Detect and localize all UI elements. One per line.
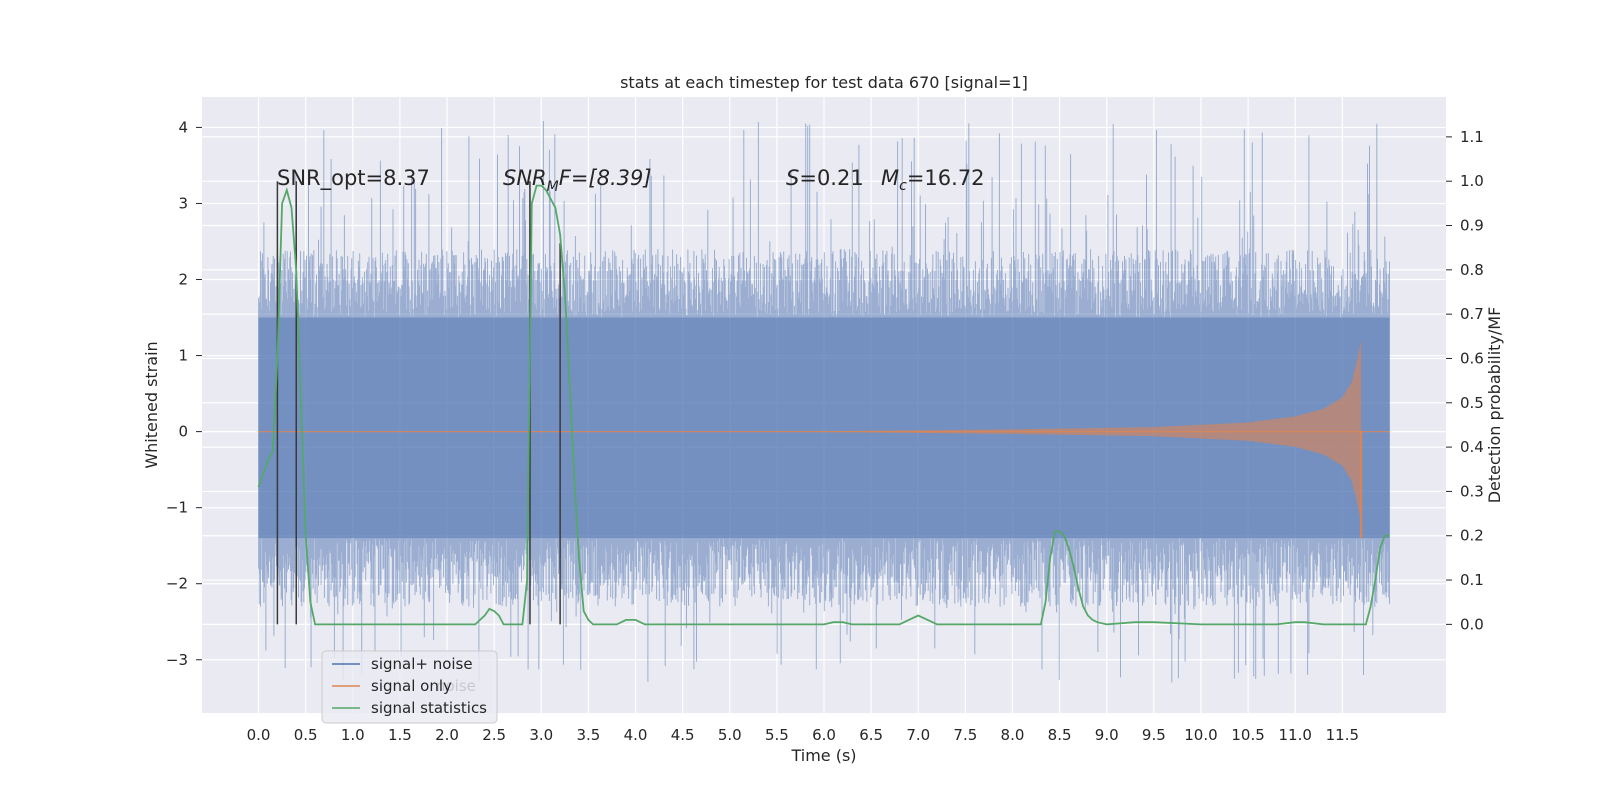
y-tick-label: −3 (166, 651, 188, 669)
y-right-tick-label: 0.5 (1460, 394, 1484, 412)
y-right-tick-label: 0.3 (1460, 482, 1484, 500)
y-right-tick-label: 0.8 (1460, 261, 1484, 279)
legend-label-signal-statistics: signal statistics (371, 699, 487, 717)
y-right-tick-label: 0.0 (1460, 615, 1484, 633)
legend-box (321, 650, 498, 724)
x-tick-label: 5.5 (765, 726, 789, 744)
y-tick-label: −2 (166, 575, 188, 593)
x-tick-label: 0.0 (247, 726, 271, 744)
snr-mf-base: SNR (503, 166, 547, 190)
annotation-snr-mf: SNRMF=[8.39] (503, 166, 652, 195)
y-axis-ticks-right: 0.0 0.1 0.2 0.3 0.4 0.5 0.6 0.7 0.8 0.9 1.0 1.1 (1446, 128, 1484, 633)
vertical-markers (276, 181, 561, 625)
y-right-tick-label: 0.9 (1460, 217, 1484, 235)
y-right-tick-label: 0.4 (1460, 438, 1484, 456)
x-tick-label: 4.0 (624, 726, 648, 744)
y-right-tick-label: 1.0 (1460, 172, 1484, 190)
mc-value: =16.72 (907, 166, 985, 190)
x-tick-label: 10.5 (1231, 726, 1264, 744)
y-right-tick-label: 0.7 (1460, 305, 1484, 323)
snr-mf-rest: F=[8.39] (559, 166, 652, 190)
signal-statistics-line (257, 184, 1390, 626)
signal-noise-line (258, 121, 1390, 683)
x-tick-label: 8.5 (1048, 726, 1072, 744)
s-symbol: S (786, 166, 799, 190)
y-axis-label-left: Whitened strain (142, 341, 161, 468)
y-tick-label: 4 (178, 118, 188, 136)
x-tick-label: 1.5 (388, 726, 412, 744)
x-tick-label: 6.5 (859, 726, 883, 744)
legend-label-signal-noise: signal+ noise (371, 655, 473, 673)
x-tick-label: 8.0 (1001, 726, 1025, 744)
x-tick-label: 5.0 (718, 726, 742, 744)
x-tick-label: 11.5 (1326, 726, 1359, 744)
y-right-tick-label: 0.6 (1460, 349, 1484, 367)
x-tick-label: 11.0 (1279, 726, 1312, 744)
legend-label-signal-only: signal only (371, 677, 452, 695)
y-right-tick-label: 0.2 (1460, 527, 1484, 545)
y-axis-ticks-left: −3 −2 −1 0 1 2 3 4 (166, 118, 202, 669)
x-tick-label: 1.0 (341, 726, 365, 744)
annotation-snr-opt: SNR_opt=8.37 (277, 166, 430, 191)
y-axis-label-right: Detection probability/MF (1485, 307, 1504, 504)
legend-ghost-text: noise (436, 677, 476, 695)
mc-sub: c (899, 178, 907, 194)
mc-symbol: M (881, 166, 899, 190)
x-tick-label: 2.5 (482, 726, 506, 744)
annotation-mc: Mc=16.72 (881, 166, 985, 194)
y-tick-label: 0 (178, 423, 188, 441)
legend: signal+ noise noise signal only signal s… (321, 650, 498, 724)
y-tick-label: 3 (178, 194, 188, 212)
x-tick-label: 4.5 (671, 726, 695, 744)
y-right-tick-label: 0.1 (1460, 571, 1484, 589)
x-tick-label: 3.5 (576, 726, 600, 744)
series-signal-only (258, 340, 1390, 539)
x-tick-label: 6.0 (812, 726, 836, 744)
x-tick-label: 3.0 (529, 726, 553, 744)
annotation-s: S=0.21 (786, 166, 864, 190)
series-signal-statistics (257, 184, 1390, 626)
x-tick-label: 7.0 (906, 726, 930, 744)
x-axis-ticks: 0.0 0.5 1.0 1.5 2.0 2.5 3.0 3.5 4.0 4.5 5.0 5.5 6.0 6… (247, 726, 1359, 744)
x-tick-label: 0.5 (294, 726, 318, 744)
x-axis-label: Time (s) (790, 746, 856, 765)
x-tick-label: 9.5 (1142, 726, 1166, 744)
x-tick-label: 7.5 (953, 726, 977, 744)
snr-mf-sub: M (547, 179, 559, 195)
x-tick-label: 2.0 (435, 726, 459, 744)
chart-title: stats at each timestep for test data 670… (620, 73, 1028, 92)
y-tick-label: −1 (166, 499, 188, 517)
y-right-tick-label: 1.1 (1460, 128, 1484, 146)
y-tick-label: 1 (178, 347, 188, 365)
x-tick-label: 10.0 (1184, 726, 1217, 744)
y-tick-label: 2 (178, 271, 188, 289)
x-tick-label: 9.0 (1095, 726, 1119, 744)
s-value: =0.21 (799, 166, 863, 190)
